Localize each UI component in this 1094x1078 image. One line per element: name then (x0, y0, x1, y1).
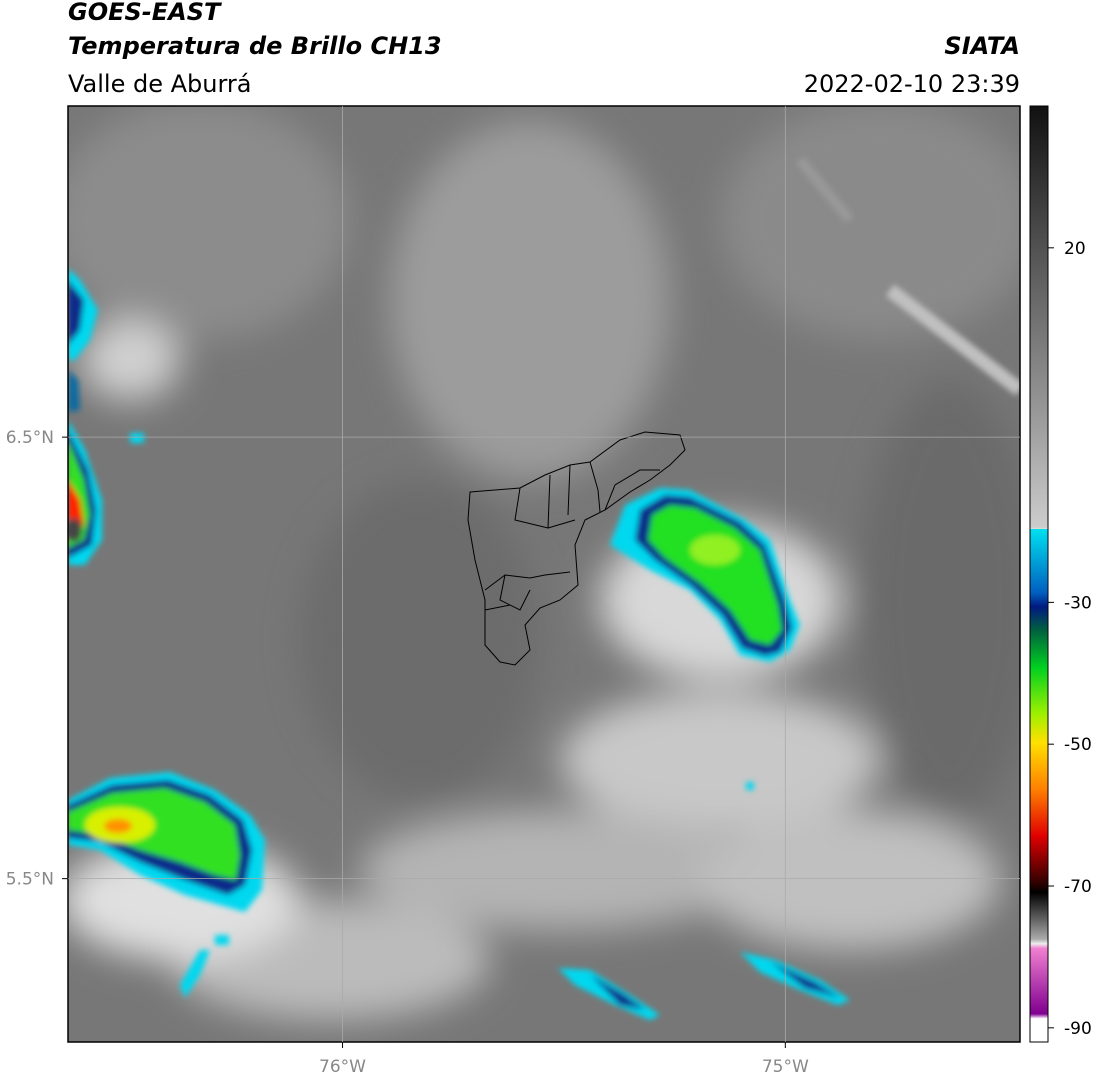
y-tick-label: 6.5°N (6, 428, 54, 448)
title: GOES-EAST (68, 0, 222, 26)
map-frame (67, 105, 1021, 1043)
colorbar-tick-label: -30 (1064, 593, 1092, 613)
colorbar-tick-label: -50 (1064, 735, 1092, 755)
source: SIATA (944, 32, 1020, 60)
x-tick-label: 75°W (762, 1057, 809, 1077)
x-tick-label: 76°W (319, 1057, 366, 1077)
region: Valle de Aburrá (68, 70, 252, 98)
colorbar (1029, 105, 1049, 1043)
valley-boundary (467, 431, 686, 666)
colorbar-tick-label: -90 (1064, 1019, 1092, 1039)
colorbar-tick-label: -70 (1064, 877, 1092, 897)
datetime: 2022-02-10 23:39 (804, 70, 1020, 98)
y-tick-label: 5.5°N (6, 870, 54, 890)
satellite-image (68, 106, 1020, 1042)
subtitle: Temperatura de Brillo CH13 (68, 32, 442, 60)
colorbar-tick-label: 20 (1064, 239, 1086, 259)
